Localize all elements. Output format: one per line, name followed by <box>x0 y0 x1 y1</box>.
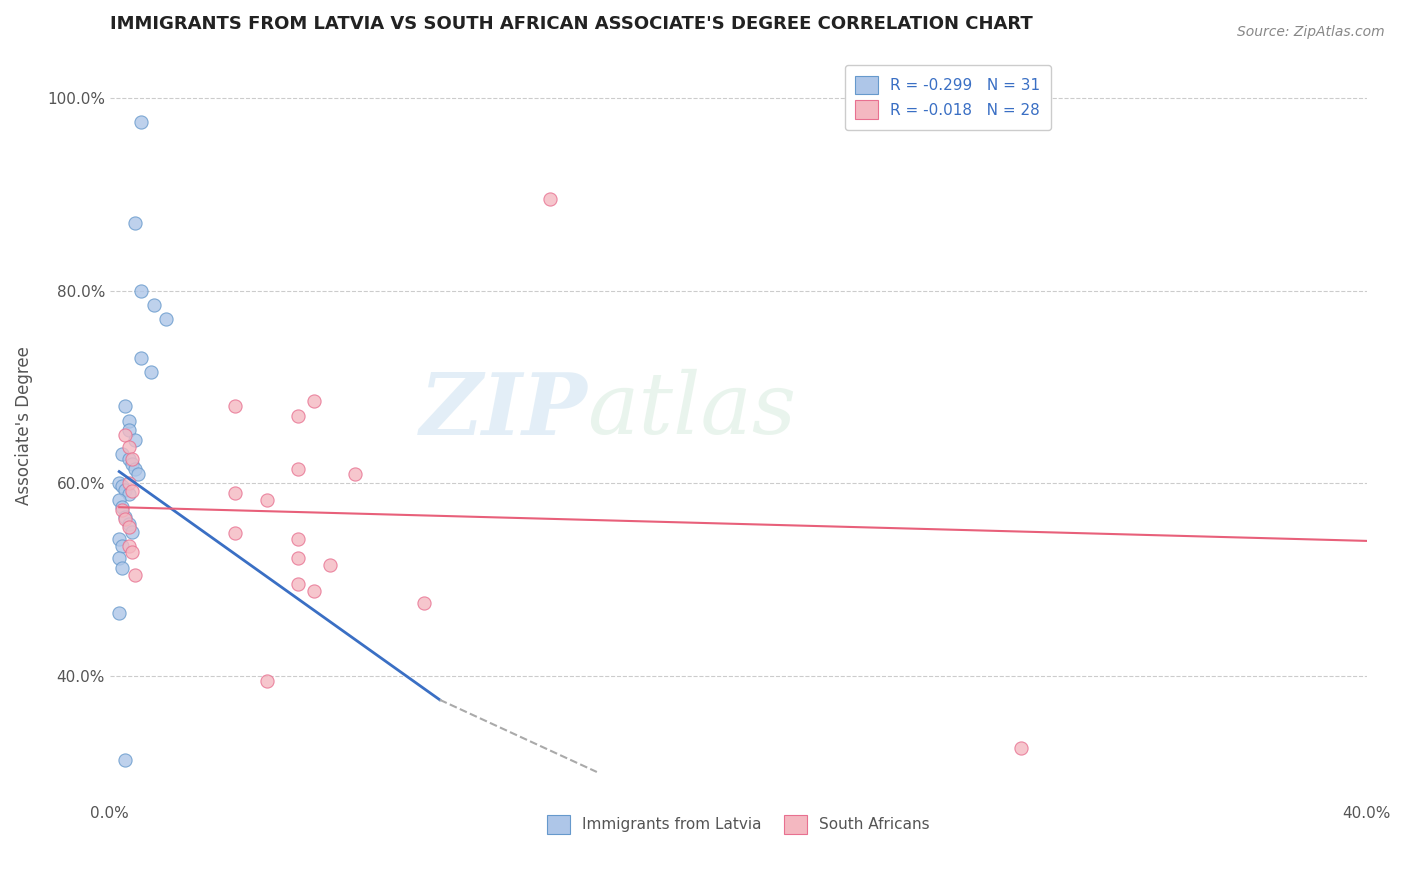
Point <box>114 509 136 524</box>
Point <box>114 754 136 768</box>
Point <box>114 399 136 413</box>
Point <box>129 351 152 365</box>
Point <box>111 479 134 493</box>
Point <box>287 551 309 566</box>
Point <box>121 452 143 467</box>
Point <box>129 115 152 129</box>
Point <box>124 461 146 475</box>
Point <box>124 567 146 582</box>
Point <box>108 606 131 620</box>
Point <box>108 493 131 508</box>
Point <box>111 561 134 575</box>
Point <box>538 192 561 206</box>
Point <box>114 512 136 526</box>
Point <box>117 440 139 454</box>
Point <box>114 483 136 497</box>
Point <box>287 461 309 475</box>
Point <box>121 525 143 540</box>
Point <box>121 483 143 498</box>
Point <box>117 516 139 531</box>
Point <box>117 486 139 500</box>
Point <box>108 476 131 491</box>
Text: Source: ZipAtlas.com: Source: ZipAtlas.com <box>1237 25 1385 39</box>
Point <box>413 597 436 611</box>
Point <box>117 452 139 467</box>
Point <box>256 493 278 508</box>
Text: IMMIGRANTS FROM LATVIA VS SOUTH AFRICAN ASSOCIATE'S DEGREE CORRELATION CHART: IMMIGRANTS FROM LATVIA VS SOUTH AFRICAN … <box>110 15 1032 33</box>
Point <box>117 476 139 491</box>
Point <box>117 413 139 427</box>
Text: ZIP: ZIP <box>419 368 588 452</box>
Point <box>121 545 143 559</box>
Point <box>142 298 165 312</box>
Point <box>287 409 309 423</box>
Point <box>343 467 366 481</box>
Point <box>224 485 246 500</box>
Point <box>302 584 325 599</box>
Point <box>111 503 134 517</box>
Point <box>302 394 325 409</box>
Point <box>256 673 278 688</box>
Point <box>117 423 139 437</box>
Point <box>287 532 309 546</box>
Point <box>111 539 134 553</box>
Point <box>124 216 146 230</box>
Text: atlas: atlas <box>588 369 797 451</box>
Point <box>139 365 162 379</box>
Point <box>117 520 139 534</box>
Point <box>111 447 134 461</box>
Point <box>1010 740 1032 755</box>
Point <box>108 532 131 546</box>
Point <box>111 500 134 515</box>
Point <box>114 428 136 442</box>
Point <box>155 312 177 326</box>
Point <box>121 457 143 471</box>
Point <box>117 539 139 553</box>
Legend: Immigrants from Latvia, South Africans: Immigrants from Latvia, South Africans <box>534 803 942 846</box>
Point <box>319 558 342 572</box>
Point <box>224 399 246 413</box>
Point <box>108 551 131 566</box>
Point <box>124 433 146 447</box>
Point <box>287 577 309 591</box>
Point <box>129 284 152 298</box>
Point <box>224 526 246 541</box>
Y-axis label: Associate's Degree: Associate's Degree <box>15 346 32 505</box>
Point <box>127 467 149 481</box>
